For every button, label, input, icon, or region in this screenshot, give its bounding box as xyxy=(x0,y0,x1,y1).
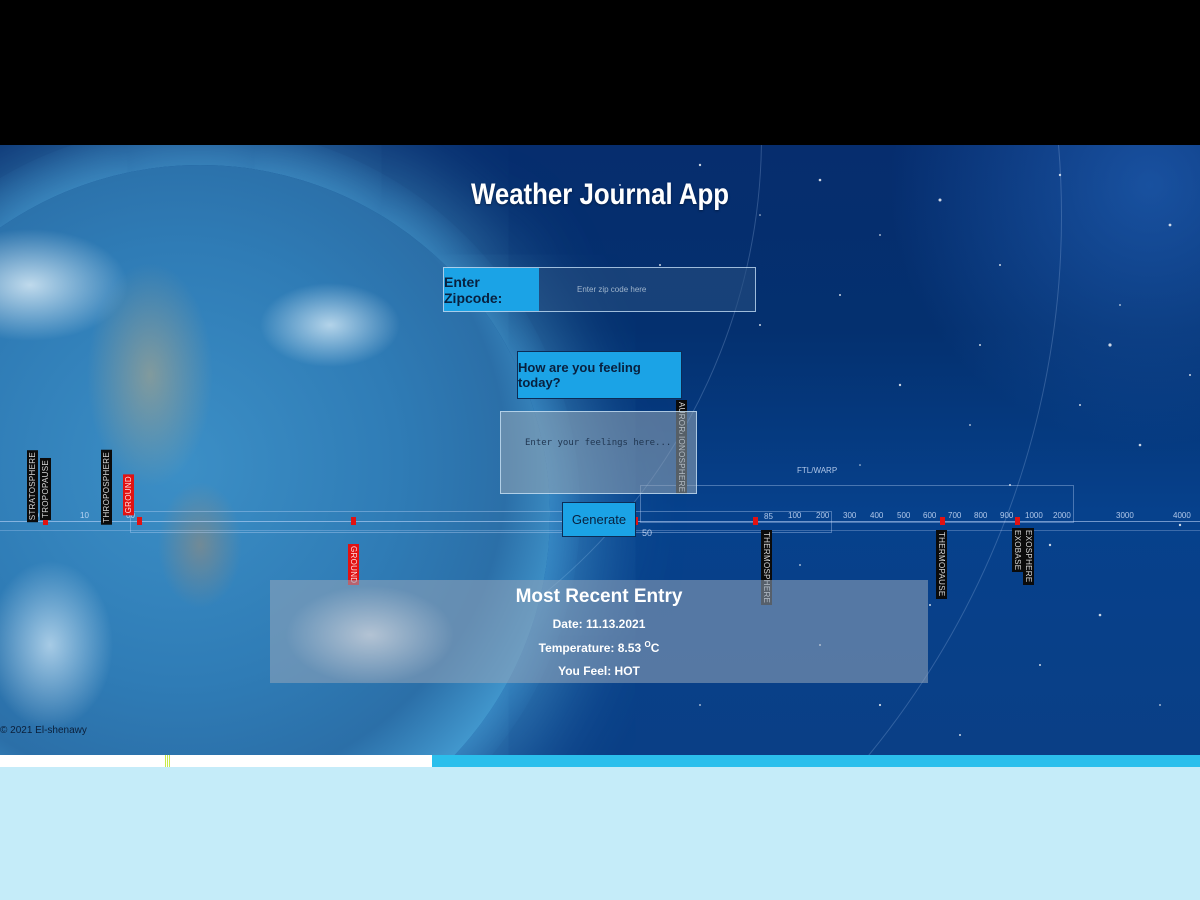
feelings-textarea[interactable] xyxy=(500,411,697,494)
recent-entry-panel: Most Recent Entry Date: 11.13.2021 Tempe… xyxy=(270,580,928,683)
scale-tick: 300 xyxy=(843,511,857,520)
page-title: Weather Journal App xyxy=(470,178,730,211)
label-stratosphere: STRATOSPHERE xyxy=(27,450,38,523)
temperature-value: Temperature: 8.53 xyxy=(538,641,645,655)
entry-date: Date: 11.13.2021 xyxy=(552,617,646,631)
layer-marker xyxy=(351,517,356,525)
lime-bar-marks xyxy=(165,755,170,767)
scale-tick: 00 xyxy=(126,511,135,520)
generate-button[interactable]: Generate xyxy=(562,502,636,537)
recent-entry-title: Most Recent Entry xyxy=(515,586,683,607)
label-ground: GROUND xyxy=(123,474,134,516)
layer-marker xyxy=(1015,517,1020,525)
ftl-bracket xyxy=(640,485,1074,523)
scale-tick: 200 xyxy=(816,511,830,520)
scale-tick: 10 xyxy=(80,511,89,520)
scale-tick: 500 xyxy=(897,511,911,520)
scale-tick: 100 xyxy=(788,511,802,520)
degree-mark: O xyxy=(644,640,651,649)
layer-marker xyxy=(43,517,48,525)
layer-marker xyxy=(940,517,945,525)
scale-tick: 800 xyxy=(974,511,988,520)
ftl-label: FTL/WARP xyxy=(797,466,838,475)
scale-tick: 3000 xyxy=(1116,511,1134,520)
entry-feeling: You Feel: HOT xyxy=(558,664,640,678)
label-thermosphere: THERMOSPHERE xyxy=(761,530,772,606)
scale-tick: 600 xyxy=(923,511,937,520)
scale-tick: 900 xyxy=(1000,511,1014,520)
scale-tick: 4000 xyxy=(1173,511,1191,520)
top-black-band xyxy=(0,0,1200,145)
scale-tick: 400 xyxy=(870,511,884,520)
scale-tick: 1000 xyxy=(1025,511,1043,520)
scale-tick: 2000 xyxy=(1053,511,1071,520)
footer-copyright: © 2021 El-shenawy xyxy=(0,725,87,736)
zip-label: Enter Zipcode: xyxy=(444,268,539,311)
zip-row: Enter Zipcode: xyxy=(443,267,756,312)
label-exosphere: EXOSPHERE xyxy=(1023,528,1034,585)
entry-temperature: Temperature: 8.53 OC xyxy=(270,640,928,655)
temperature-unit: C xyxy=(650,641,660,655)
label-ground-lower: GROUND xyxy=(348,544,359,586)
scale-bracket xyxy=(130,511,832,533)
layer-marker xyxy=(137,517,142,525)
scale-tick: 50 xyxy=(642,528,653,538)
label-throposphere: THROPOSPHERE xyxy=(101,450,112,525)
zip-input[interactable] xyxy=(539,268,755,311)
bottom-strip-white xyxy=(0,755,432,767)
feelings-label: How are you feeling today? xyxy=(517,351,682,399)
layer-marker xyxy=(753,517,758,525)
scale-tick: 700 xyxy=(948,511,962,520)
label-tropopause: TROPOPAUSE xyxy=(40,458,51,520)
label-thermopause: THERMOPAUSE xyxy=(936,530,947,599)
scale-tick: 85 xyxy=(764,512,773,521)
label-exobase: EXOBASE xyxy=(1012,528,1023,573)
